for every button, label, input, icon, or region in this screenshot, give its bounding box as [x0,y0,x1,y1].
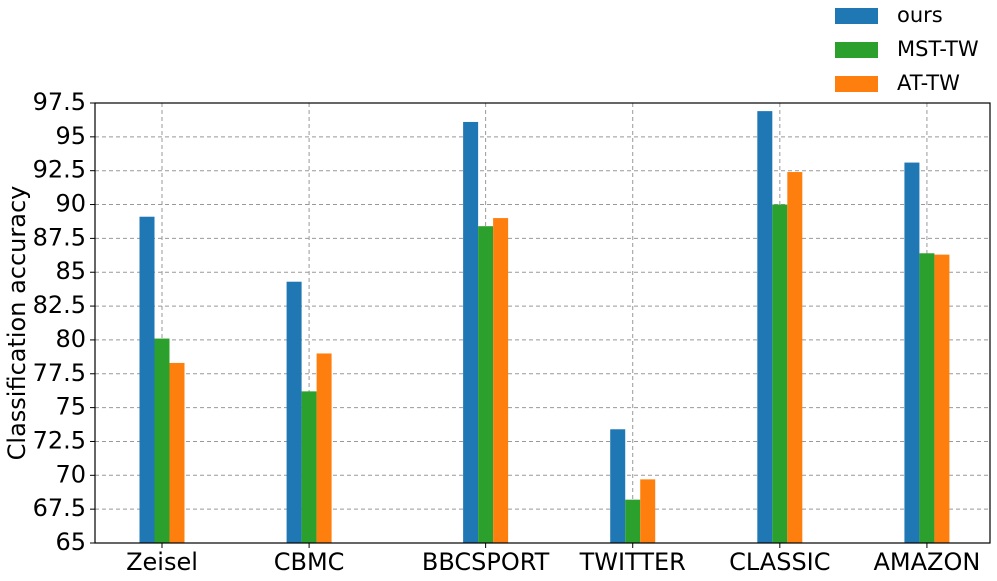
bar [169,362,185,543]
bar [757,111,773,543]
y-tick-label: 85 [55,257,86,285]
plot-frame [94,102,991,544]
legend-swatch [835,8,878,24]
y-tick-label: 92.5 [33,156,86,184]
bar [625,499,641,543]
bar [493,218,509,544]
bar [772,204,788,544]
legend-label: AT-TW [897,71,960,95]
y-tick-label: 90 [55,190,86,218]
y-tick-label: 75 [55,393,86,421]
bar [286,281,302,543]
bar [139,216,155,543]
legend-swatch [835,42,878,58]
legend-label: MST-TW [897,37,979,61]
bar [919,253,935,543]
y-tick-label: 80 [55,325,86,353]
x-tick-label: CLASSIC [729,548,830,576]
bar [478,226,494,543]
legend-swatch [835,76,878,92]
y-tick-label: 70 [55,460,86,488]
bar [640,479,656,543]
legend-label: ours [897,3,943,27]
bar [316,353,332,543]
bar [934,254,950,543]
y-tick-label: 97.5 [33,88,86,116]
y-tick-label: 87.5 [33,223,86,251]
bar [463,121,479,543]
x-tick-label: BBCSPORT [422,548,550,576]
bar [904,162,920,544]
y-axis-label: Classification accuracy [3,186,31,461]
bar [610,429,626,543]
y-tick-label: 95 [55,122,86,150]
y-tick-label: 82.5 [33,291,86,319]
bar [301,391,317,543]
x-tick-label: Zeisel [126,548,198,576]
x-tick-label: CBMC [274,548,345,576]
y-tick-label: 72.5 [33,426,86,454]
y-tick-label: 67.5 [33,494,86,522]
y-tick-label: 77.5 [33,359,86,387]
x-tick-label: TWITTER [579,548,686,576]
bar [154,338,170,543]
bar [787,172,803,544]
x-tick-label: AMAZON [874,548,981,576]
y-tick-label: 65 [55,528,86,556]
